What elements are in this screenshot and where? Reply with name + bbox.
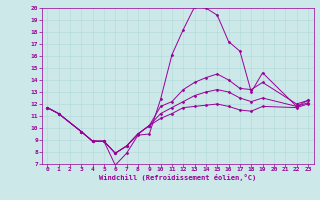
X-axis label: Windchill (Refroidissement éolien,°C): Windchill (Refroidissement éolien,°C) (99, 174, 256, 181)
